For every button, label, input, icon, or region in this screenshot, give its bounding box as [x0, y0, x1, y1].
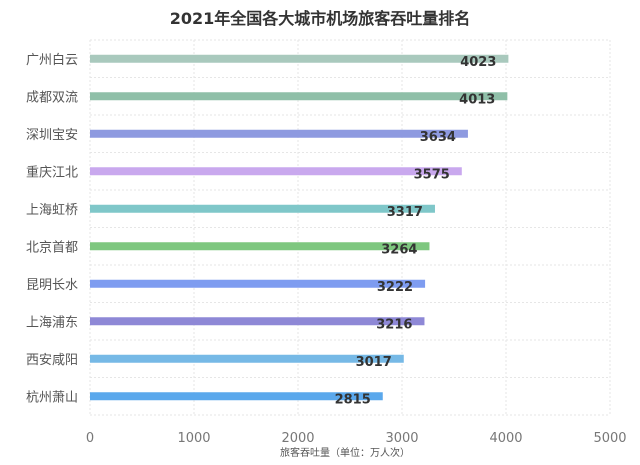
category-label: 上海虹桥: [26, 203, 78, 218]
x-tick-label: 3000: [385, 431, 418, 446]
category-label: 杭州萧山: [26, 390, 78, 405]
x-tick-label: 4000: [489, 431, 522, 446]
bar: [90, 129, 468, 138]
category-label: 北京首都: [26, 240, 78, 255]
bar: [90, 92, 508, 101]
bar: [90, 317, 425, 326]
category-label: 成都双流: [26, 90, 78, 105]
bar: [90, 204, 435, 213]
data-labels: 4023 4013 3634 3575 3317 3264 3222 3216 3017 2815: [335, 55, 497, 408]
data-label: 3017: [356, 355, 392, 370]
x-tick-labels: 0 1000 2000 3000 4000 5000: [86, 431, 627, 446]
category-label: 昆明长水: [26, 278, 78, 293]
data-label: 4023: [460, 55, 496, 70]
data-label: 3575: [414, 167, 450, 182]
bar: [90, 279, 426, 288]
bar: [90, 354, 404, 363]
data-label: 3634: [420, 130, 456, 145]
data-label: 2815: [335, 392, 371, 407]
bars: [90, 54, 509, 401]
category-label: 重庆江北: [26, 164, 78, 180]
data-label: 3216: [376, 317, 412, 332]
x-tick-label: 1000: [177, 431, 210, 446]
x-tick-label: 5000: [593, 431, 626, 446]
bar: [90, 167, 462, 176]
bar: [90, 242, 430, 251]
category-label: 深圳宝安: [26, 128, 78, 143]
grid-lines: [89, 39, 611, 416]
data-label: 3222: [377, 280, 413, 295]
category-label: 上海浦东: [26, 315, 78, 330]
bar: [90, 54, 509, 63]
x-tick-label: 2000: [281, 431, 314, 446]
x-axis-label: 旅客吞吐量（单位：万人次）: [280, 446, 410, 459]
category-label: 广州白云: [26, 52, 78, 68]
chart-title: 2021年全国各大城市机场旅客吞吐量排名: [170, 9, 471, 28]
x-tick-label: 0: [86, 431, 94, 446]
bar: [90, 392, 383, 401]
data-label: 3264: [381, 242, 417, 257]
data-label: 3317: [387, 205, 423, 220]
category-label: 西安咸阳: [26, 353, 78, 368]
data-label: 4013: [459, 92, 495, 107]
